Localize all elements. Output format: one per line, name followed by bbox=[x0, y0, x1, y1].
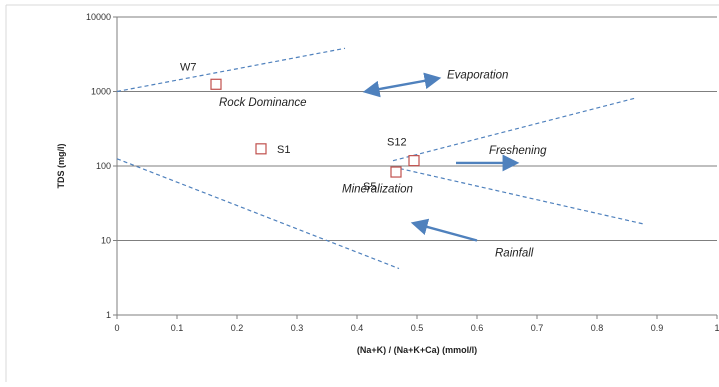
guide-line bbox=[116, 47, 346, 93]
y-tick-label: 1000 bbox=[91, 87, 111, 97]
data-point bbox=[210, 78, 222, 90]
y-tick-label: 100 bbox=[96, 161, 111, 171]
guide-line bbox=[392, 166, 646, 225]
process-arrow bbox=[362, 72, 442, 98]
zone-annotation: Freshening bbox=[489, 145, 547, 157]
x-tick-label: 0.3 bbox=[291, 323, 304, 333]
guide-line bbox=[116, 158, 400, 270]
data-point bbox=[255, 143, 267, 155]
x-tick-label: 0.7 bbox=[531, 323, 544, 333]
x-tick-label: 0.2 bbox=[231, 323, 244, 333]
point-label: S5 bbox=[363, 181, 376, 193]
process-arrow bbox=[410, 218, 478, 242]
data-point bbox=[408, 155, 420, 167]
point-label: S12 bbox=[387, 137, 407, 149]
zone-annotation: Rock Dominance bbox=[219, 97, 307, 109]
x-tick-label: 0 bbox=[114, 323, 119, 333]
zone-annotation: Rainfall bbox=[495, 247, 534, 259]
point-label: W7 bbox=[180, 61, 197, 73]
x-tick-label: 0.1 bbox=[171, 323, 184, 333]
y-tick-label: 10 bbox=[101, 236, 111, 246]
y-tick-label: 1 bbox=[106, 310, 111, 320]
x-tick-label: 0.4 bbox=[351, 323, 364, 333]
x-tick-label: 0.8 bbox=[591, 323, 604, 333]
zone-annotation: Evaporation bbox=[447, 69, 508, 81]
x-tick-label: 0.5 bbox=[411, 323, 424, 333]
data-point bbox=[390, 166, 402, 178]
x-tick-label: 1 bbox=[714, 323, 719, 333]
x-tick-label: 0.9 bbox=[651, 323, 664, 333]
x-axis-title: (Na+K) / (Na+K+Ca) (mmol/l) bbox=[357, 345, 477, 355]
y-axis-title: TDS (mg/l) bbox=[56, 144, 66, 189]
point-label: S1 bbox=[277, 144, 290, 156]
y-tick-label: 10000 bbox=[86, 12, 111, 22]
x-tick-label: 0.6 bbox=[471, 323, 484, 333]
zone-annotation: Mineralization bbox=[342, 184, 413, 196]
